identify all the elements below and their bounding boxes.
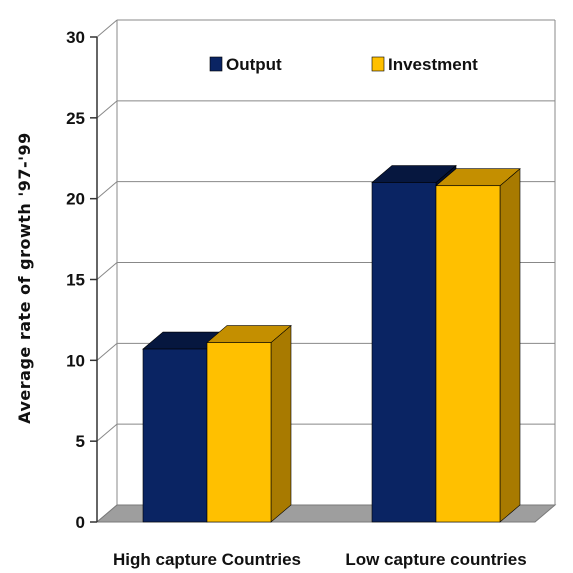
bar-side <box>270 324 292 523</box>
legend-swatch <box>371 56 385 72</box>
y-tick-label: 25 <box>66 109 85 128</box>
bar-front <box>371 182 437 523</box>
bar-front <box>435 185 501 523</box>
side-wall-gridline <box>96 423 118 442</box>
y-axis-ticks: 0 5 10 15 20 25 30 <box>66 28 98 532</box>
x-axis-categories: High capture Countries Low capture countr… <box>113 550 527 569</box>
y-tick-label: 15 <box>66 271 85 290</box>
bar-investment-2 <box>435 168 521 523</box>
legend-label: Investment <box>388 55 478 74</box>
y-tick-label: 10 <box>66 351 85 370</box>
bar-investment-1 <box>206 324 292 523</box>
legend-item-investment: Investment <box>371 55 478 74</box>
y-axis-title: Average rate of growth '97-'99 <box>15 132 34 424</box>
side-wall-gridline <box>96 19 118 38</box>
side-wall-gridline <box>96 342 118 361</box>
bar-side <box>499 168 521 523</box>
side-wall-gridline <box>96 181 118 200</box>
side-wall-gridline <box>96 100 118 119</box>
legend: Output Investment <box>209 55 478 74</box>
side-wall-gridline <box>96 262 118 280</box>
bar-front <box>206 342 272 523</box>
y-tick-label: 5 <box>76 432 85 451</box>
chart-walls <box>96 19 556 523</box>
legend-item-output: Output <box>209 55 282 74</box>
legend-label: Output <box>226 55 282 74</box>
bars <box>142 164 521 523</box>
x-category-label: Low capture countries <box>345 550 526 569</box>
y-tick-label: 0 <box>76 513 85 532</box>
bar-front <box>142 348 208 523</box>
x-category-label: High capture Countries <box>113 550 301 569</box>
y-tick-label: 20 <box>66 190 85 209</box>
y-tick-label: 30 <box>66 28 85 47</box>
legend-swatch <box>209 56 223 72</box>
